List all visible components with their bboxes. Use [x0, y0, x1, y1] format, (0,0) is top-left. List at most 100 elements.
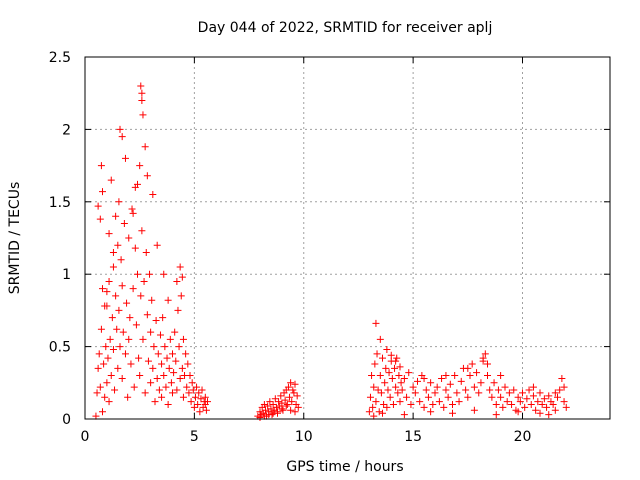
data-point: [175, 343, 183, 351]
data-point: [160, 270, 168, 278]
data-point: [562, 403, 570, 411]
data-point: [170, 369, 178, 377]
data-point: [365, 408, 373, 416]
data-point: [109, 248, 117, 256]
data-point: [543, 403, 551, 411]
data-point: [161, 343, 169, 351]
data-point: [435, 398, 443, 406]
data-point: [383, 345, 391, 353]
x-axis-label: GPS time / hours: [286, 459, 403, 475]
data-point: [396, 398, 404, 406]
data-point: [185, 389, 193, 397]
data-point: [105, 277, 113, 285]
data-point: [462, 386, 470, 394]
data-point: [141, 143, 149, 151]
data-point: [186, 372, 194, 380]
data-point: [267, 405, 275, 413]
data-point: [501, 383, 509, 391]
plot-frame: [84, 56, 611, 420]
data-point: [125, 335, 133, 343]
data-point: [490, 379, 498, 387]
data-point: [96, 383, 104, 391]
data-point: [279, 406, 287, 414]
data-point: [433, 383, 441, 391]
data-point: [392, 383, 400, 391]
data-point: [427, 379, 435, 387]
y-tick-label: 2: [62, 122, 71, 138]
data-point: [287, 406, 295, 414]
data-point: [294, 403, 302, 411]
data-point: [158, 393, 166, 401]
data-point: [120, 220, 128, 228]
data-points: [92, 82, 570, 422]
data-point: [368, 372, 376, 380]
x-tick-label: 10: [295, 429, 313, 445]
data-point: [100, 360, 108, 368]
data-point: [376, 372, 384, 380]
data-point: [269, 401, 277, 409]
data-point: [149, 191, 157, 199]
data-point: [190, 403, 198, 411]
data-point: [137, 292, 145, 300]
data-point: [274, 408, 281, 416]
data-point: [470, 383, 478, 391]
data-point: [492, 401, 500, 409]
data-point: [420, 403, 428, 411]
data-point: [529, 383, 537, 391]
data-point: [475, 389, 483, 397]
data-point: [545, 411, 553, 419]
data-point: [271, 395, 279, 403]
data-point: [554, 393, 561, 401]
data-point: [111, 386, 119, 394]
data-point: [370, 412, 378, 420]
data-point: [193, 383, 201, 391]
data-point: [497, 393, 505, 401]
x-tick-label: 15: [404, 429, 422, 445]
data-point: [176, 374, 184, 382]
data-point: [121, 350, 129, 358]
data-point: [153, 241, 161, 249]
data-point: [505, 389, 513, 397]
data-point: [164, 296, 172, 304]
data-point: [135, 354, 143, 362]
data-point: [393, 354, 401, 362]
data-point: [407, 401, 415, 409]
data-point: [420, 374, 428, 382]
data-point: [481, 350, 489, 358]
data-point: [284, 383, 292, 391]
data-point: [508, 401, 516, 409]
data-point: [108, 314, 116, 322]
data-point: [291, 408, 299, 416]
data-point: [536, 409, 544, 417]
data-point: [446, 380, 454, 388]
data-point: [444, 393, 452, 401]
data-point: [92, 412, 100, 420]
data-point: [182, 350, 190, 358]
data-point: [372, 398, 380, 406]
data-point: [405, 369, 413, 377]
data-point: [486, 386, 494, 394]
data-point: [176, 263, 184, 271]
data-point: [449, 401, 456, 409]
data-point: [131, 244, 139, 252]
data-point: [109, 263, 117, 271]
data-point: [396, 363, 404, 371]
data-point: [383, 403, 391, 411]
data-point: [529, 392, 537, 400]
data-point: [104, 354, 112, 362]
data-point: [169, 350, 176, 358]
data-point: [125, 234, 133, 242]
data-point: [173, 386, 181, 394]
data-point: [289, 386, 297, 394]
data-point: [101, 393, 109, 401]
data-point: [158, 360, 166, 368]
data-point: [196, 408, 204, 416]
data-point: [374, 386, 382, 394]
data-point: [416, 398, 424, 406]
data-point: [147, 328, 155, 336]
data-point: [398, 386, 406, 394]
data-point: [277, 392, 285, 400]
data-point: [256, 414, 264, 422]
data-point: [113, 325, 121, 333]
data-point: [380, 401, 388, 409]
